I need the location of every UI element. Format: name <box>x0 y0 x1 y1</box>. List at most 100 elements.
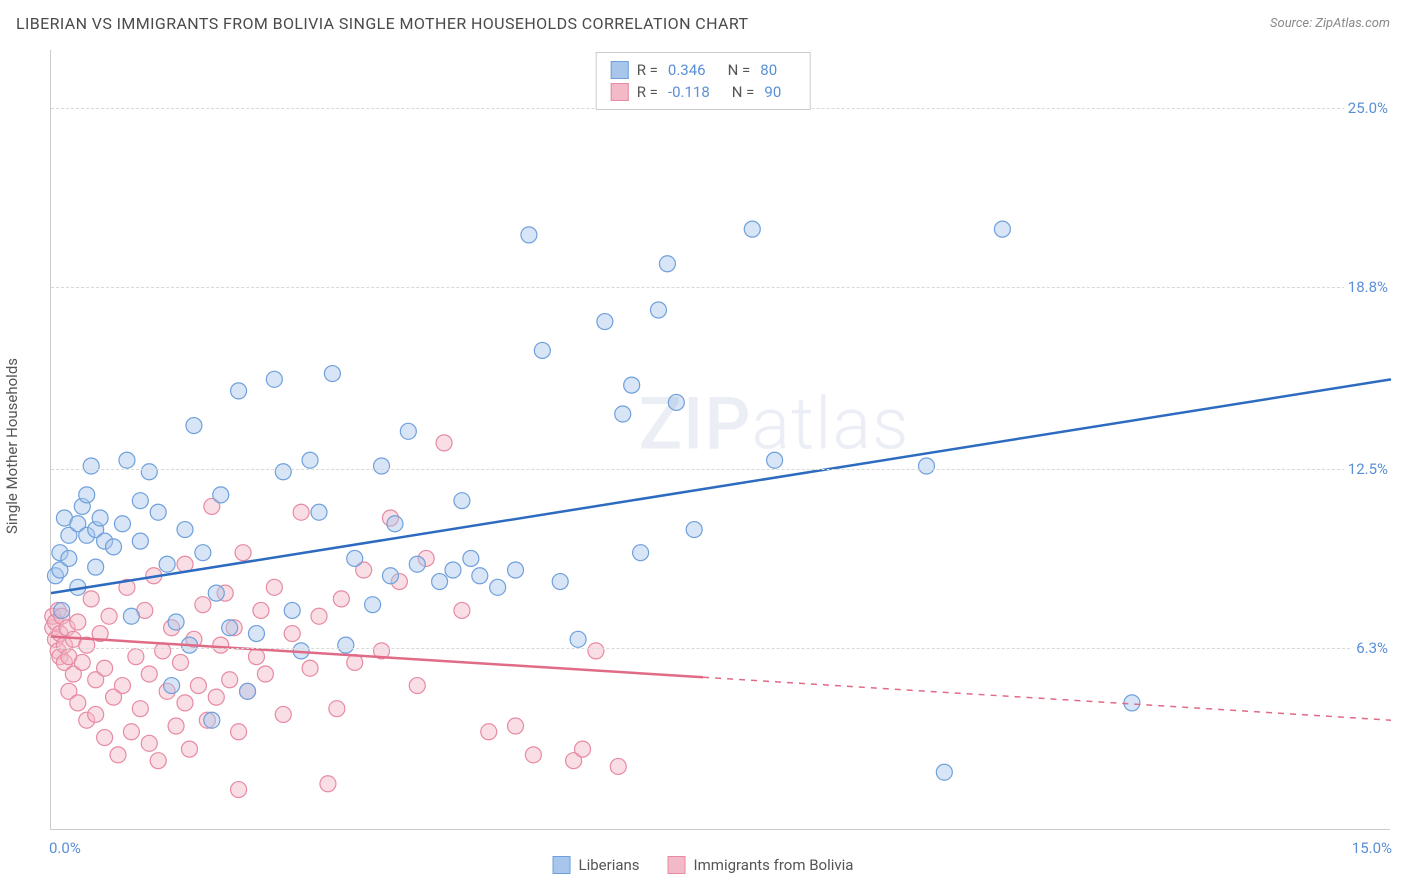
data-point <box>266 579 282 595</box>
x-axis-max-label: 15.0% <box>1352 839 1392 857</box>
data-point <box>552 574 568 590</box>
data-point <box>633 545 649 561</box>
data-point <box>54 602 70 618</box>
data-point <box>222 620 238 636</box>
data-point <box>119 452 135 468</box>
data-point <box>213 487 229 503</box>
scatter-plot-svg <box>51 50 1390 829</box>
data-point <box>128 649 144 665</box>
data-point <box>208 585 224 601</box>
y-tick-label: 18.8% <box>1344 278 1392 296</box>
data-point <box>123 724 139 740</box>
data-point <box>454 602 470 618</box>
data-point <box>463 550 479 566</box>
data-point <box>190 678 206 694</box>
data-point <box>525 747 541 763</box>
data-point <box>936 764 952 780</box>
data-point <box>597 314 613 330</box>
bolivia-r-value: -0.118 <box>668 83 710 101</box>
legend-item-liberians: Liberians <box>553 856 640 874</box>
data-point <box>1124 695 1140 711</box>
data-point <box>302 452 318 468</box>
data-point <box>132 533 148 549</box>
data-point <box>374 458 390 474</box>
data-point <box>150 504 166 520</box>
data-point <box>409 556 425 572</box>
data-point <box>168 718 184 734</box>
data-point <box>324 366 340 382</box>
r-label: R = <box>637 83 658 101</box>
legend-item-bolivia: Immigrants from Bolivia <box>668 856 854 874</box>
data-point <box>110 747 126 763</box>
data-point <box>132 493 148 509</box>
trend-line <box>51 379 1391 593</box>
data-point <box>132 701 148 717</box>
data-point <box>918 458 934 474</box>
data-point <box>588 643 604 659</box>
data-point <box>320 776 336 792</box>
data-point <box>570 631 586 647</box>
data-point <box>181 741 197 757</box>
data-point <box>534 342 550 358</box>
bolivia-swatch-icon <box>611 83 629 101</box>
chart-title: LIBERIAN VS IMMIGRANTS FROM BOLIVIA SING… <box>16 14 748 33</box>
stats-legend: R = 0.346 N = 80 R = -0.118 N = 90 <box>596 52 811 110</box>
data-point <box>97 660 113 676</box>
data-point <box>275 464 291 480</box>
data-point <box>83 458 99 474</box>
data-point <box>114 678 130 694</box>
data-point <box>472 568 488 584</box>
bolivia-swatch-icon <box>668 856 686 874</box>
data-point <box>106 539 122 555</box>
data-point <box>141 464 157 480</box>
x-axis-min-label: 0.0% <box>49 839 81 857</box>
legend-label-bolivia: Immigrants from Bolivia <box>694 856 854 874</box>
data-point <box>686 522 702 538</box>
data-point <box>70 695 86 711</box>
data-point <box>610 758 626 774</box>
data-point <box>624 377 640 393</box>
data-point <box>177 522 193 538</box>
data-point <box>338 637 354 653</box>
title-bar: LIBERIAN VS IMMIGRANTS FROM BOLIVIA SING… <box>16 14 1390 33</box>
data-point <box>213 637 229 653</box>
series-legend: Liberians Immigrants from Bolivia <box>553 856 854 874</box>
data-point <box>123 608 139 624</box>
data-point <box>333 591 349 607</box>
data-point <box>231 383 247 399</box>
data-point <box>508 562 524 578</box>
liberians-n-value: 80 <box>760 61 777 79</box>
data-point <box>744 221 760 237</box>
data-point <box>432 574 448 590</box>
data-point <box>329 701 345 717</box>
data-point <box>284 602 300 618</box>
data-point <box>231 724 247 740</box>
liberians-swatch-icon <box>611 61 629 79</box>
data-point <box>253 602 269 618</box>
data-point <box>436 435 452 451</box>
data-point <box>92 510 108 526</box>
data-point <box>79 487 95 503</box>
data-point <box>231 782 247 798</box>
data-point <box>575 741 591 757</box>
source-label: Source: ZipAtlas.com <box>1270 16 1390 31</box>
data-point <box>302 660 318 676</box>
y-tick-label: 6.3% <box>1352 639 1392 657</box>
n-label: N = <box>732 83 755 101</box>
gridline <box>51 648 1390 649</box>
data-point <box>481 724 497 740</box>
data-point <box>70 614 86 630</box>
bolivia-n-value: 90 <box>764 83 781 101</box>
data-point <box>248 626 264 642</box>
r-label: R = <box>637 61 658 79</box>
y-tick-label: 25.0% <box>1344 99 1392 117</box>
gridline <box>51 469 1390 470</box>
data-point <box>659 256 675 272</box>
data-point <box>445 562 461 578</box>
data-point <box>88 559 104 575</box>
chart-container: LIBERIAN VS IMMIGRANTS FROM BOLIVIA SING… <box>0 0 1406 892</box>
data-point <box>61 550 77 566</box>
stats-row-bolivia: R = -0.118 N = 90 <box>611 81 796 103</box>
data-point <box>767 452 783 468</box>
data-point <box>74 654 90 670</box>
